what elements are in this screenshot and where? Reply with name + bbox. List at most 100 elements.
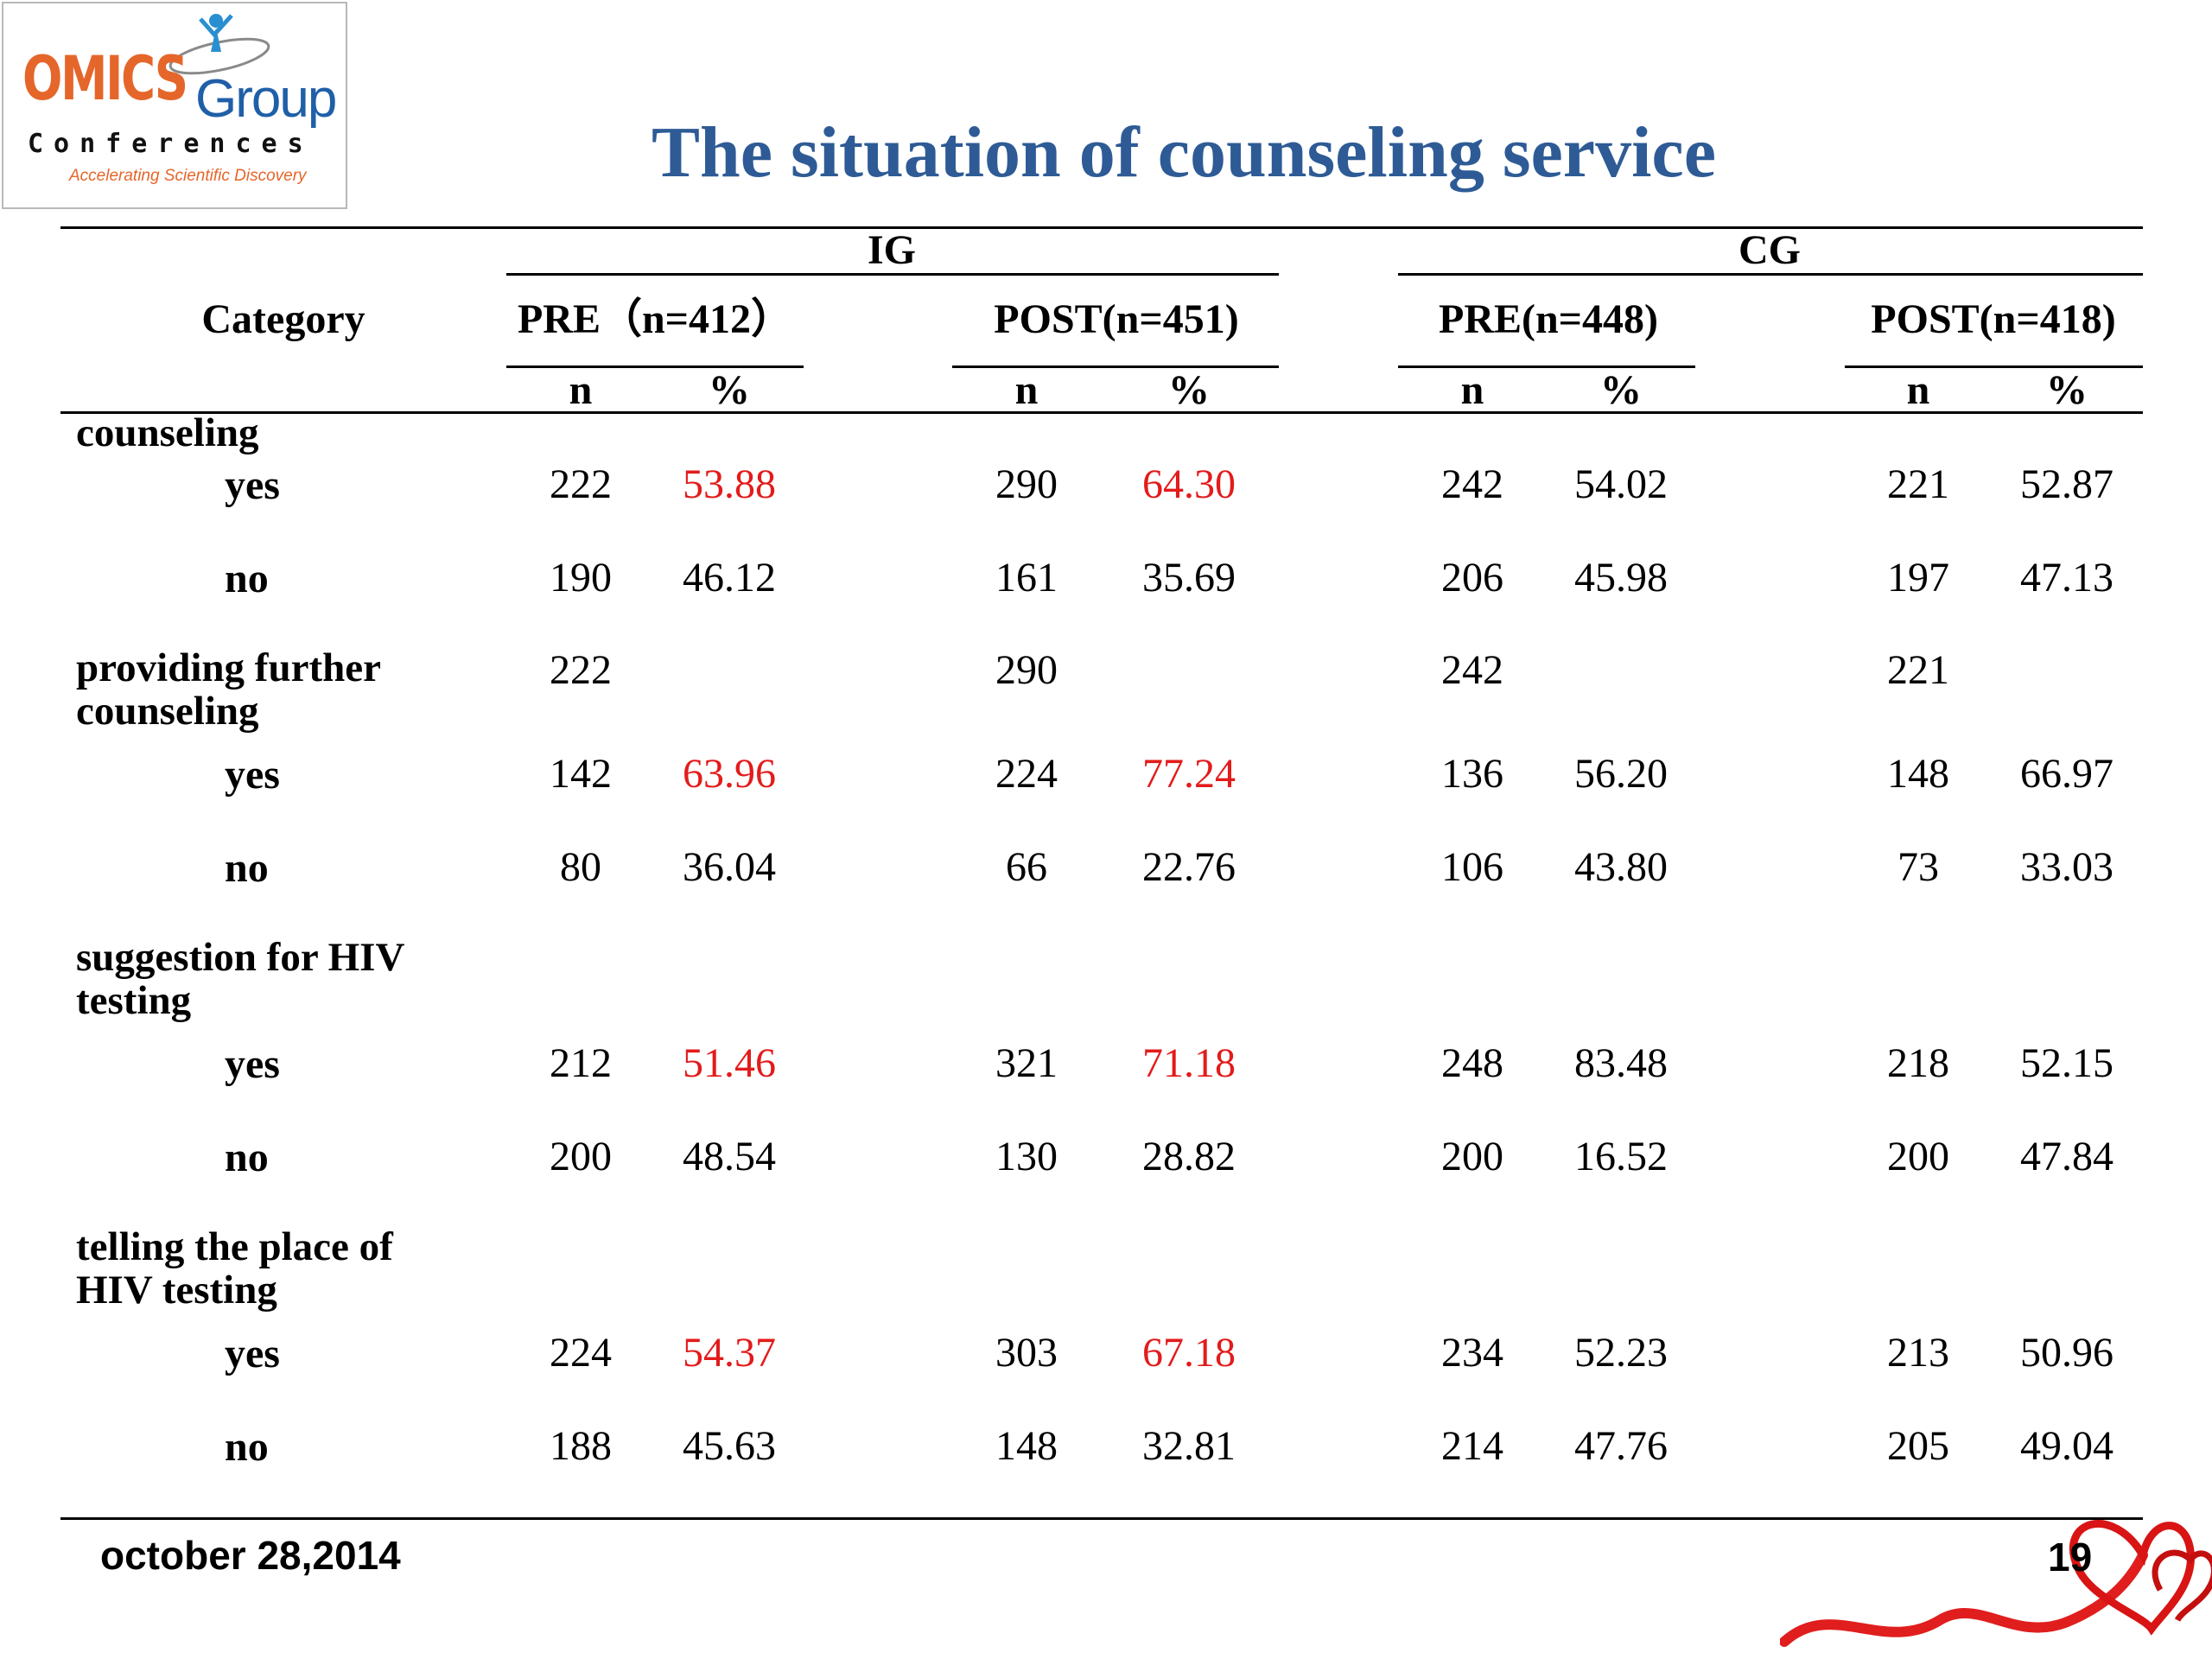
cell-count: 242 <box>1441 647 1503 693</box>
cell-percent: 46.12 <box>683 555 776 601</box>
cell-percent: 43.80 <box>1574 844 1668 890</box>
cell-percent: 53.88 <box>683 461 776 507</box>
table-bottom-rule <box>60 1517 2143 1520</box>
table-top-rule <box>60 226 2143 229</box>
cell-percent: 16.52 <box>1574 1134 1668 1179</box>
cell-percent: 49.04 <box>2020 1423 2113 1469</box>
cell-count: 242 <box>1441 461 1503 507</box>
group-header-ig: IG <box>867 227 917 273</box>
cell-count: 213 <box>1887 1330 1949 1376</box>
column-header-n: n <box>1460 367 1484 413</box>
cell-percent: 52.15 <box>2020 1040 2113 1086</box>
cell-count: 142 <box>550 751 612 797</box>
cell-percent: 52.87 <box>2020 461 2113 507</box>
cell-percent: 71.18 <box>1142 1040 1236 1086</box>
footer-date: october 28,2014 <box>100 1533 401 1578</box>
cell-count: 136 <box>1441 751 1503 797</box>
cell-percent: 50.96 <box>2020 1330 2113 1376</box>
cell-count: 221 <box>1887 647 1949 693</box>
column-header-n: n <box>1906 367 1930 413</box>
cell-count: 290 <box>995 461 1058 507</box>
cell-count: 200 <box>1441 1134 1503 1179</box>
logo-brand-omics: OMICS <box>22 43 188 114</box>
logo-tagline: Accelerating Scientific Discovery <box>69 167 307 185</box>
cell-count: 80 <box>560 844 601 890</box>
row-section-label: suggestion for HIV testing <box>76 935 404 1023</box>
cell-count: 73 <box>1897 844 1939 890</box>
cell-percent: 67.18 <box>1142 1330 1236 1376</box>
ig-post-rule <box>952 365 1279 368</box>
cell-percent: 48.54 <box>683 1134 776 1179</box>
column-header-percent: % <box>1600 367 1642 413</box>
page-number: 19 <box>2048 1535 2093 1580</box>
cell-count: 130 <box>995 1134 1058 1179</box>
cell-percent: 56.20 <box>1574 751 1668 797</box>
column-header-n: n <box>569 367 593 413</box>
row-sub-label: no <box>225 845 269 891</box>
cell-percent: 47.76 <box>1574 1423 1668 1469</box>
cell-percent: 47.13 <box>2020 555 2113 601</box>
cell-percent: 54.37 <box>683 1330 776 1376</box>
category-header: Category <box>201 296 365 342</box>
group-header-cg: CG <box>1738 227 1801 273</box>
cell-count: 161 <box>995 555 1058 601</box>
cell-count: 222 <box>550 647 612 693</box>
cell-count: 205 <box>1887 1423 1949 1469</box>
cell-percent: 47.84 <box>2020 1134 2113 1179</box>
cg-post-rule <box>1845 365 2143 368</box>
cell-count: 222 <box>550 461 612 507</box>
cell-count: 197 <box>1887 555 1949 601</box>
cell-count: 212 <box>550 1040 612 1086</box>
cell-count: 106 <box>1441 844 1503 890</box>
column-header-percent: % <box>2046 367 2088 413</box>
cell-count: 234 <box>1441 1330 1503 1376</box>
ig-pre-rule <box>506 365 804 368</box>
cell-count: 188 <box>550 1423 612 1469</box>
cell-percent: 28.82 <box>1142 1134 1236 1179</box>
row-section-label: counseling <box>76 410 259 455</box>
cell-count: 214 <box>1441 1423 1503 1469</box>
cell-percent: 32.81 <box>1142 1423 1236 1469</box>
cell-percent: 64.30 <box>1142 461 1236 507</box>
cell-count: 221 <box>1887 461 1949 507</box>
cell-percent: 22.76 <box>1142 844 1236 890</box>
header-bottom-rule <box>60 411 2143 414</box>
cell-count: 248 <box>1441 1040 1503 1086</box>
row-sub-label: yes <box>225 1331 280 1376</box>
phase-header: POST(n=451) <box>994 296 1239 342</box>
cell-count: 200 <box>550 1134 612 1179</box>
red-ribbon-hearts-icon <box>1780 1520 2212 1647</box>
omics-group-logo: OMICS Group Conferences Accelerating Sci… <box>2 2 347 209</box>
cell-percent: 52.23 <box>1574 1330 1668 1376</box>
cell-count: 148 <box>1887 751 1949 797</box>
row-sub-label: no <box>225 1135 269 1180</box>
cell-percent: 54.02 <box>1574 461 1668 507</box>
row-sub-label: yes <box>225 1041 280 1087</box>
logo-subtitle: Conferences <box>28 129 314 159</box>
cell-percent: 35.69 <box>1142 555 1236 601</box>
logo-brand-group: Group <box>195 69 337 129</box>
column-header-n: n <box>1014 367 1039 413</box>
row-sub-label: yes <box>225 752 280 798</box>
row-section-label: providing further counseling <box>76 645 381 734</box>
cell-count: 148 <box>995 1423 1058 1469</box>
cell-count: 66 <box>1006 844 1047 890</box>
cell-percent: 36.04 <box>683 844 776 890</box>
cell-percent: 45.63 <box>683 1423 776 1469</box>
cg-group-rule <box>1398 273 2143 276</box>
cell-count: 224 <box>550 1330 612 1376</box>
cell-count: 303 <box>995 1330 1058 1376</box>
phase-header: PRE（n=412） <box>517 296 793 342</box>
row-sub-label: no <box>225 556 269 601</box>
cg-pre-rule <box>1398 365 1695 368</box>
phase-header: PRE(n=448) <box>1438 296 1659 342</box>
ig-group-rule <box>506 273 1279 276</box>
row-sub-label: no <box>225 1424 269 1470</box>
cell-percent: 66.97 <box>2020 751 2113 797</box>
row-sub-label: yes <box>225 462 280 508</box>
column-header-percent: % <box>1168 367 1210 413</box>
logo-person-icon <box>168 14 270 75</box>
cell-percent: 83.48 <box>1574 1040 1668 1086</box>
slide-title: The situation of counseling service <box>652 112 1716 193</box>
row-section-label: telling the place of HIV testing <box>76 1224 393 1313</box>
